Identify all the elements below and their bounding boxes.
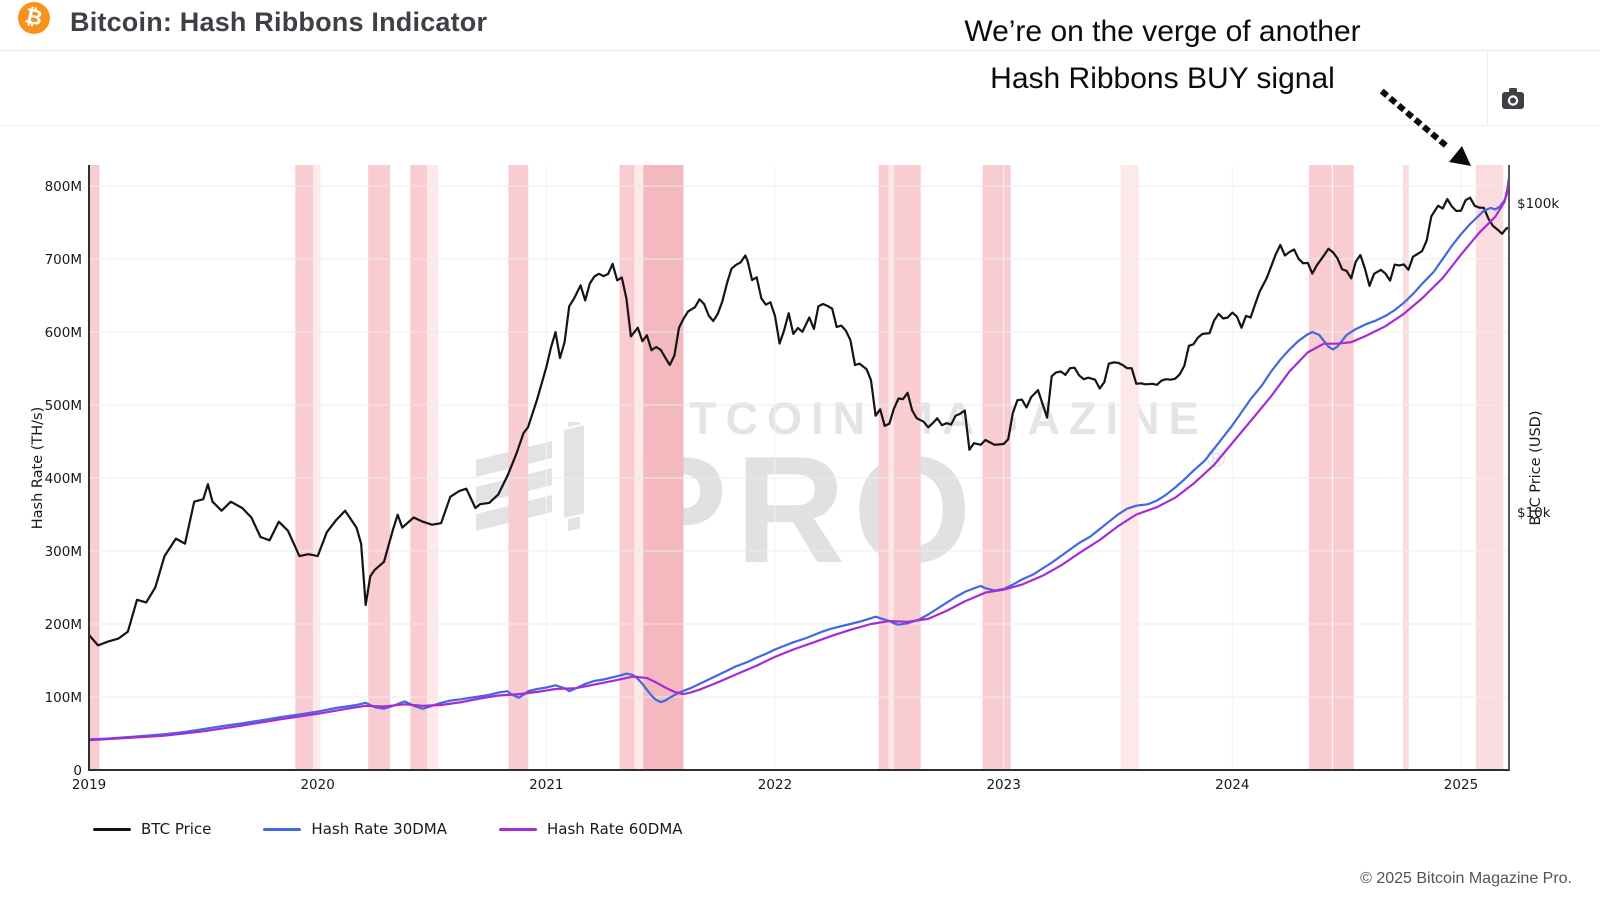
capitulation-band xyxy=(427,165,439,770)
legend-label: BTC Price xyxy=(141,820,212,838)
capitulation-band xyxy=(368,165,391,770)
x-tick: 2023 xyxy=(986,777,1020,793)
capitulation-band xyxy=(1332,165,1354,770)
legend-swatch xyxy=(499,827,537,831)
legend-label: Hash Rate 60DMA xyxy=(547,820,683,838)
y-right-tick: $10k xyxy=(1517,505,1551,521)
hash-ribbons-chart[interactable]: 0 100M 200M 300M 400M 500M 600M 700M 800M $100k $1… xyxy=(0,130,1600,810)
annotation-callout: We’re on the verge of another Hash Ribbo… xyxy=(905,8,1420,102)
y-left-tick: 800M xyxy=(45,179,82,195)
y-left-tick: 0 xyxy=(73,763,82,779)
capitulation-band xyxy=(634,165,644,770)
legend-label: Hash Rate 30DMA xyxy=(311,820,447,838)
capitulation-band xyxy=(89,165,100,770)
x-tick: 2020 xyxy=(300,777,334,793)
legend-item-hash-rate-30dma[interactable]: Hash Rate 30DMA xyxy=(263,820,447,838)
y-left-tick: 400M xyxy=(45,471,82,487)
y-right-tick: $100k xyxy=(1517,196,1559,212)
legend-item-btc-price[interactable]: BTC Price xyxy=(93,820,211,838)
y-left-tick: 200M xyxy=(45,617,82,633)
y-left-tick: 700M xyxy=(45,252,82,268)
legend-swatch xyxy=(263,827,302,831)
x-tick: 2025 xyxy=(1444,777,1478,793)
capitulation-band xyxy=(878,165,889,770)
capitulation-band xyxy=(888,165,894,770)
capitulation-band xyxy=(295,165,314,770)
x-tick: 2019 xyxy=(72,777,106,793)
y-left-tick: 300M xyxy=(45,544,82,560)
legend-item-hash-rate-60dma[interactable]: Hash Rate 60DMA xyxy=(499,820,683,838)
y-left-axis-title: Hash Rate (TH/s) xyxy=(30,407,46,530)
chart-legend: BTC Price Hash Rate 30DMA Hash Rate 60DMA xyxy=(93,820,683,838)
x-tick: 2022 xyxy=(758,777,792,793)
toolbar-divider xyxy=(0,125,1600,126)
capitulation-band xyxy=(1308,165,1332,770)
x-tick: 2021 xyxy=(529,777,563,793)
y-left-tick: 600M xyxy=(45,325,82,341)
capitulation-band xyxy=(982,165,1011,770)
y-left-tick: 100M xyxy=(45,690,82,706)
capitulation-band xyxy=(1402,165,1409,770)
annotation-line2: Hash Ribbons BUY signal xyxy=(990,62,1335,95)
header: ₿ Bitcoin: Hash Ribbons Indicator xyxy=(0,0,1600,50)
capitulation-band xyxy=(893,165,921,770)
x-tick: 2024 xyxy=(1215,777,1249,793)
copyright-text: © 2025 Bitcoin Magazine Pro. xyxy=(1360,870,1572,887)
annotation-line1: We’re on the verge of another xyxy=(964,15,1361,48)
bitcoin-icon: ₿ xyxy=(18,2,50,34)
y-right-axis-title: BTC Price (USD) xyxy=(1528,411,1544,526)
toolbar-vertical-divider xyxy=(1487,51,1488,125)
capitulation-band xyxy=(1475,165,1504,770)
header-divider xyxy=(0,50,1600,51)
page-title: Bitcoin: Hash Ribbons Indicator xyxy=(70,7,488,37)
series-btc-price xyxy=(87,196,1511,647)
capitulation-band xyxy=(1120,165,1139,770)
legend-swatch xyxy=(93,827,131,831)
series-hash-rate-60dma xyxy=(87,180,1511,742)
capitulation-band xyxy=(313,165,321,770)
capitulation-band xyxy=(410,165,428,770)
capitulation-band xyxy=(643,165,684,770)
y-left-tick: 500M xyxy=(45,398,82,414)
capitulation-band xyxy=(619,165,635,770)
camera-icon[interactable] xyxy=(1498,86,1528,112)
